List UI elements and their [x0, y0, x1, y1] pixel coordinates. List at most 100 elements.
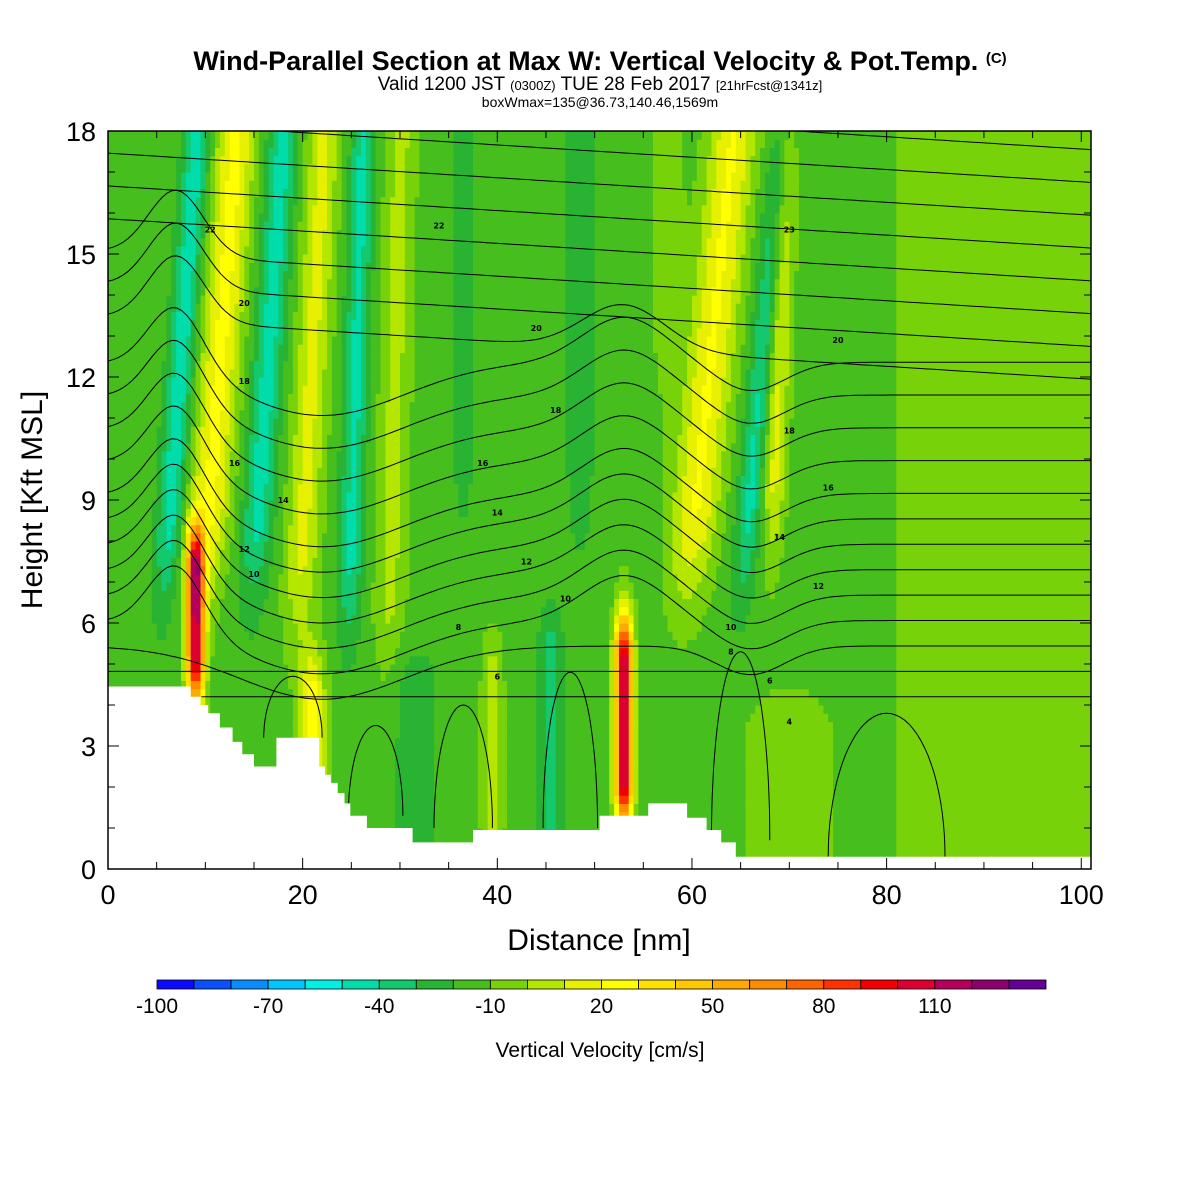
contour-label: 16 [477, 459, 489, 468]
colorbar-swatch [378, 979, 417, 990]
theta-contour-low [710, 651, 771, 841]
theta-contour [108, 339, 1091, 449]
theta-contour [108, 222, 1091, 347]
x-tick-label: 0 [100, 880, 115, 910]
y-tick-label: 15 [66, 240, 96, 270]
contour-label: 4 [786, 717, 792, 726]
colorbar-swatch [749, 979, 788, 990]
colorbar-label: 50 [701, 995, 724, 1018]
contour-label: 22 [433, 221, 444, 230]
colorbar-swatch [193, 979, 232, 990]
valid-local-time: Valid 1200 JST [377, 74, 505, 95]
contour-label: 12 [239, 545, 250, 554]
colorbar-swatch [786, 979, 825, 990]
theta-contour [787, 131, 1091, 151]
valid-date: TUE 28 Feb 2017 [560, 74, 711, 95]
theta-contour [108, 185, 1091, 249]
theta-contour [108, 307, 1091, 416]
contour-label: 20 [531, 324, 543, 333]
y-tick-label: 3 [81, 732, 96, 762]
y-axis-title: Height [Kft MSL] [16, 391, 49, 609]
colorbar-label: -100 [136, 995, 178, 1018]
contour-label: 12 [521, 558, 532, 567]
contour-label: 10 [248, 570, 260, 579]
colorbar-swatch [934, 979, 973, 990]
y-tick-labels: 0 3 6 9 12 15 18 [66, 117, 96, 885]
contour-label: 23 [784, 225, 795, 234]
theta-contour [108, 539, 1091, 649]
colorbar-label: -70 [253, 995, 283, 1018]
contour-label: 14 [774, 533, 786, 542]
terrain [108, 686, 1091, 869]
colorbar-label: -10 [475, 995, 505, 1018]
theta-contour-low [347, 724, 404, 816]
contour-labels: 22 20 18 16 14 12 10 8 6 22 20 18 16 14 12 10 23 20 18 16 14… [205, 221, 844, 726]
colorbar-label: 110 [918, 995, 951, 1018]
contour-label: 14 [278, 496, 290, 505]
contour-label: 14 [492, 508, 504, 517]
chart-title: Wind-Parallel Section at Max W: Vertical… [0, 44, 1200, 76]
theta-contour [108, 645, 1091, 700]
colorbar-label: 80 [812, 995, 835, 1018]
y-tick-label: 9 [81, 486, 96, 516]
colorbar-swatch [304, 979, 343, 990]
colorbar-swatch [971, 979, 1010, 990]
contour-label: 8 [456, 623, 462, 632]
colorbar-swatch [527, 979, 565, 990]
x-tick-label: 100 [1059, 880, 1104, 910]
velocity-field [108, 131, 1091, 869]
colorbar-swatch [638, 979, 676, 990]
contour-label: 22 [205, 225, 216, 234]
colorbar-swatch [489, 979, 528, 990]
theta-contour [108, 372, 1091, 482]
theta-contour [108, 489, 1091, 599]
x-axis-title: Distance [nm] [507, 924, 690, 957]
theta-contour [108, 514, 1091, 624]
y-tick-label: 12 [66, 363, 96, 393]
colorbar-swatch [860, 979, 899, 990]
colorbar-label: 20 [590, 995, 613, 1018]
theta-contour [993, 111, 1091, 117]
y-tick-label: 6 [81, 609, 96, 639]
box-wmax-info: boxWmax=135@36.73,140.46,1569m [481, 94, 719, 110]
contour-label: 10 [560, 594, 572, 603]
colorbar-title: Vertical Velocity [cm/s] [496, 1039, 705, 1062]
copyright-mark: (C) [985, 50, 1007, 67]
valid-time-line: Valid 1200 JST (0300Z) TUE 28 Feb 2017 [… [0, 74, 1200, 95]
theta-contour [108, 218, 1091, 282]
contour-label: 10 [725, 623, 737, 632]
colorbar [156, 979, 1047, 990]
colorbar-swatch [267, 979, 306, 990]
colorbar-swatch [675, 979, 713, 990]
contour-label: 18 [784, 426, 796, 435]
theta-contour [108, 189, 1091, 315]
contour-label: 16 [823, 484, 835, 493]
theta-contours [108, 111, 1091, 857]
colorbar-swatch [230, 979, 269, 990]
contour-label: 20 [239, 299, 251, 308]
theta-contour-low [263, 675, 323, 738]
colorbar-labels: -100 -70 -40 -10 20 50 80 110 [136, 995, 952, 1018]
colorbar-swatch [452, 979, 491, 990]
contour-label: 18 [550, 406, 562, 415]
x-tick-labels: 0 20 40 60 80 100 [100, 880, 1103, 910]
contour-label: 6 [495, 672, 501, 681]
theta-contour [108, 565, 1091, 675]
x-tick-label: 40 [482, 880, 512, 910]
theta-contour [268, 131, 1091, 183]
colorbar-label: -40 [364, 995, 394, 1018]
theta-contour [108, 438, 1091, 548]
chart-header: Wind-Parallel Section at Max W: Vertical… [0, 44, 1200, 109]
colorbar-swatch [823, 979, 862, 990]
y-tick-label: 18 [66, 117, 96, 147]
colorbar-swatch [1008, 979, 1047, 990]
terrain-mask [108, 686, 1091, 869]
x-tick-label: 60 [677, 880, 707, 910]
contour-label: 8 [728, 648, 734, 657]
forecast-info: [21hrFcst@1341z] [715, 78, 823, 93]
colorbar-swatch [156, 979, 195, 990]
contour-label: 16 [229, 459, 241, 468]
contour-label: 18 [239, 377, 251, 386]
colorbar-swatch [341, 979, 380, 990]
